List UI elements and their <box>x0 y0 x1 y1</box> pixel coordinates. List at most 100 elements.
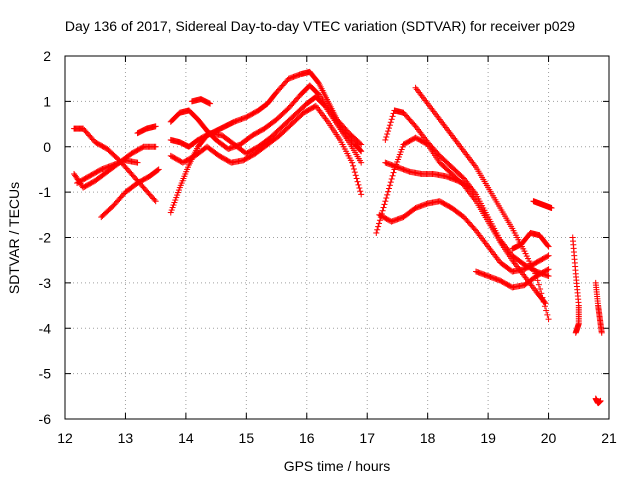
data-point <box>389 172 396 179</box>
series-track-17 <box>509 229 552 252</box>
x-tick-label: 18 <box>420 430 436 446</box>
x-tick-labels: 12 13 14 15 16 17 18 19 20 21 <box>57 430 617 446</box>
data-point <box>355 181 362 188</box>
data-point <box>373 229 380 236</box>
x-tick-label: 14 <box>178 430 194 446</box>
y-tick-label: 2 <box>43 48 51 64</box>
series-track-10 <box>188 96 214 107</box>
data-point <box>386 122 393 129</box>
data-point <box>538 290 545 297</box>
data-point <box>384 131 391 138</box>
data-point <box>152 143 159 150</box>
data-point <box>387 119 394 126</box>
data-point <box>356 140 363 147</box>
data-point <box>466 184 473 191</box>
x-axis-title: GPS time / hours <box>284 458 391 474</box>
data-point <box>358 141 365 148</box>
y-tick-label: -3 <box>39 275 52 291</box>
data-point <box>544 311 551 318</box>
data-point <box>384 191 391 198</box>
data-point <box>155 166 162 173</box>
data-point <box>544 242 551 249</box>
y-tick-labels: -6 -5 -4 -3 -2 -1 0 1 2 <box>39 48 52 427</box>
data-point <box>539 294 546 301</box>
data-point <box>545 273 552 280</box>
series-track-18 <box>530 198 555 212</box>
data-point <box>390 169 397 176</box>
data-point <box>350 165 357 172</box>
y-tick-label: 1 <box>43 93 51 109</box>
series-track-21 <box>592 395 604 407</box>
data-point <box>389 113 396 120</box>
data-point <box>358 191 365 198</box>
data-point <box>385 128 392 135</box>
data-point <box>358 159 365 166</box>
data-point <box>382 198 389 205</box>
data-point <box>541 303 548 310</box>
x-tick-label: 17 <box>359 430 375 446</box>
data-point <box>207 100 214 107</box>
x-tick-label: 19 <box>480 430 496 446</box>
x-tick-label: 16 <box>299 430 315 446</box>
data-point <box>383 195 390 202</box>
x-tick-label: 12 <box>57 430 73 446</box>
data-point <box>545 266 552 273</box>
data-point <box>465 183 472 190</box>
data-point <box>572 329 579 336</box>
y-tick-label: -6 <box>39 411 52 427</box>
data-point <box>154 167 161 174</box>
series-track-19 <box>569 234 582 336</box>
chart-title: Day 136 of 2017, Sidereal Day-to-day VTE… <box>65 18 575 34</box>
series-track-14 <box>376 198 552 275</box>
data-point <box>540 298 547 305</box>
data-point <box>356 185 363 192</box>
data-point <box>544 266 551 273</box>
data-point <box>386 182 393 189</box>
x-tick-label: 13 <box>118 430 134 446</box>
data-point <box>352 172 359 179</box>
data-point <box>356 146 363 153</box>
data-point <box>353 175 360 182</box>
plot-frame <box>64 55 610 420</box>
y-tick-label: -2 <box>39 230 52 246</box>
data-point <box>151 196 158 203</box>
series-track-1 <box>71 125 159 205</box>
series-track-5 <box>134 123 159 137</box>
series-track-20 <box>592 279 605 336</box>
series-track-3 <box>98 166 162 221</box>
data-point <box>374 226 381 233</box>
data-point <box>545 252 552 259</box>
series-track-8 <box>167 93 365 166</box>
data-point <box>375 223 382 230</box>
data-point <box>357 147 364 154</box>
data-point <box>548 205 555 212</box>
data-point <box>354 178 361 185</box>
series-track-4 <box>74 157 141 187</box>
data-point <box>152 198 159 205</box>
data-point <box>152 123 159 130</box>
data-point <box>543 307 550 314</box>
y-tick-label: -1 <box>39 184 52 200</box>
data-point <box>134 159 141 166</box>
data-point <box>380 204 387 211</box>
series-track-15 <box>382 159 473 191</box>
data-points <box>71 68 605 407</box>
y-tick-label: -4 <box>39 320 52 336</box>
data-point <box>385 125 392 132</box>
data-point <box>385 185 392 192</box>
y-tick-label: -5 <box>39 366 52 382</box>
data-point <box>351 169 358 176</box>
data-point <box>381 201 388 208</box>
series-track-9 <box>167 102 365 198</box>
data-point <box>376 220 383 227</box>
y-tick-label: 0 <box>43 139 51 155</box>
data-point <box>537 286 544 293</box>
data-point <box>597 397 604 404</box>
data-point <box>545 316 552 323</box>
series-track-16 <box>473 266 552 291</box>
data-point <box>382 136 389 143</box>
data-point <box>357 188 364 195</box>
data-point <box>349 159 356 166</box>
data-point <box>383 133 390 140</box>
